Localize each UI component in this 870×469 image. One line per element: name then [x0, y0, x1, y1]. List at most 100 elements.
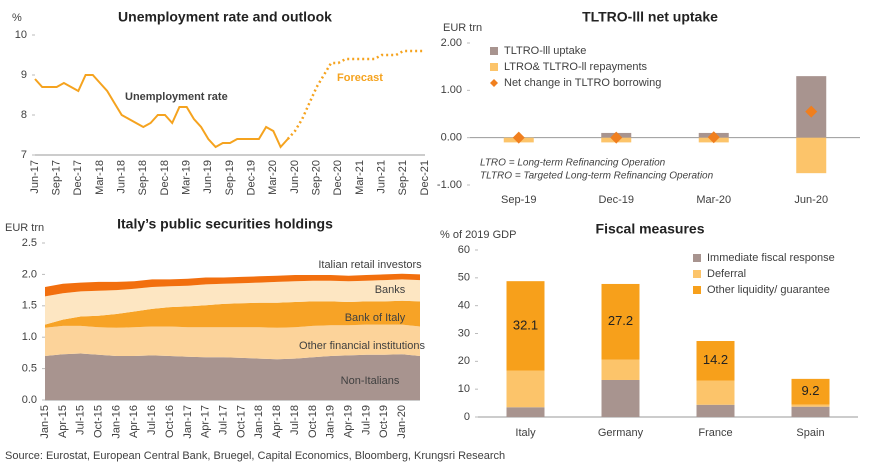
bar	[796, 137, 827, 174]
x-tick-label: Jun-19	[202, 160, 214, 194]
x-tick-label: Jun-21	[376, 160, 388, 194]
diamond-marker	[610, 131, 623, 144]
x-tick-label: Oct-18	[307, 405, 319, 438]
x-tick-label: Sep-18	[137, 160, 149, 195]
legend-swatch	[693, 286, 701, 294]
legend-swatch	[693, 270, 701, 278]
area-series	[45, 279, 420, 325]
x-tick-label: Jul-15	[75, 405, 87, 435]
bar	[601, 379, 640, 417]
series-label: Forecast	[337, 72, 383, 84]
legend-swatch	[490, 63, 498, 71]
bar	[791, 378, 830, 405]
bar	[506, 370, 545, 408]
data-label: 27.2	[608, 313, 633, 328]
line-series	[34, 74, 289, 149]
x-tick-label: Jan-17	[182, 405, 194, 439]
x-tick-label: Oct-15	[92, 405, 104, 438]
area-series	[45, 324, 420, 360]
x-tick-label: Jul-17	[217, 405, 229, 435]
y-tick-label: 2.0	[22, 268, 37, 280]
x-tick-label: Jul-18	[289, 405, 301, 435]
y-tick-label: 0.0	[22, 394, 37, 406]
bar	[506, 407, 545, 417]
area-series	[45, 273, 420, 297]
y-tick-label: 10	[15, 29, 27, 41]
x-tick-label: Apr-16	[128, 405, 140, 438]
y-tick-label: 60	[458, 244, 470, 256]
bar	[696, 404, 735, 417]
x-tick-label: Germany	[598, 427, 644, 439]
x-tick-label: Mar-20	[696, 194, 731, 206]
chart-title: Unemployment rate and outlook	[118, 9, 332, 25]
y-tick-label: 2.5	[22, 237, 37, 249]
x-tick-label: Sep-19	[224, 160, 236, 195]
line-series	[286, 49, 425, 140]
x-tick-label: Jul-19	[360, 405, 372, 435]
x-tick-label: Jun-17	[29, 160, 41, 194]
x-tick-label: Mar-21	[354, 160, 366, 195]
x-tick-label: France	[698, 427, 732, 439]
x-tick-label: Jan-15	[39, 405, 51, 439]
x-tick-label: Mar-19	[181, 160, 193, 195]
x-tick-label: Jun-20	[794, 194, 828, 206]
y-tick-label: 7	[21, 149, 27, 161]
x-tick-label: Apr-18	[271, 405, 283, 438]
y-tick-label: -1.00	[437, 179, 462, 191]
x-tick-label: Sep-21	[397, 160, 409, 195]
y-axis-label: %	[12, 12, 22, 24]
x-tick-label: Italy	[515, 427, 536, 439]
x-tick-label: Mar-20	[267, 160, 279, 195]
legend-label: Deferral	[707, 268, 746, 280]
x-tick-label: Jun-20	[289, 160, 301, 194]
bar	[791, 406, 830, 417]
x-tick-label: Jan-20	[396, 405, 408, 439]
y-tick-label: 0	[464, 411, 470, 423]
y-axis-label: % of 2019 GDP	[440, 229, 516, 241]
legend-label: TLTRO-lll uptake	[504, 45, 586, 57]
legend-label: Net change in TLTRO borrowing	[504, 77, 661, 89]
x-tick-label: Dec-20	[332, 160, 344, 195]
y-tick-label: 2.00	[441, 37, 462, 49]
series-label: Italian retail investors	[318, 259, 422, 271]
note: LTRO = Long-term Refinancing Operation	[480, 158, 666, 169]
x-tick-label: Jan-18	[253, 405, 265, 439]
series-label: Other financial institutions	[299, 340, 425, 352]
note: TLTRO = Targeted Long-term Refinancing O…	[480, 171, 714, 182]
source-note: Source: Eurostat, European Central Bank,…	[5, 450, 505, 462]
x-tick-label: Sep-17	[51, 160, 63, 195]
x-tick-label: Dec-21	[419, 160, 431, 195]
data-label: 14.2	[703, 352, 728, 367]
y-tick-label: 30	[458, 327, 470, 339]
y-axis-label: EUR trn	[5, 222, 44, 234]
y-tick-label: 0.00	[441, 132, 462, 144]
bar	[601, 283, 640, 360]
series-label: Bank of Italy	[345, 312, 406, 324]
legend-label: Other liquidity/ guarantee	[707, 284, 830, 296]
chart-title: TLTRO-lll net uptake	[582, 9, 718, 25]
x-tick-label: Dec-17	[72, 160, 84, 195]
legend-swatch	[693, 254, 701, 262]
series-label: Non-Italians	[341, 375, 400, 387]
bar	[601, 359, 640, 380]
x-tick-label: Apr-17	[200, 405, 212, 438]
x-tick-label: Jun-18	[116, 160, 128, 194]
y-tick-label: 9	[21, 69, 27, 81]
x-tick-label: Oct-17	[235, 405, 247, 438]
data-label: 32.1	[513, 317, 538, 332]
legend-swatch	[490, 79, 498, 87]
bar	[791, 404, 830, 407]
y-tick-label: 1.5	[22, 300, 37, 312]
data-label: 9.2	[801, 383, 819, 398]
y-tick-label: 40	[458, 300, 470, 312]
x-tick-label: Apr-15	[57, 405, 69, 438]
x-tick-label: Apr-19	[342, 405, 354, 438]
y-tick-label: 0.5	[22, 363, 37, 375]
y-axis-label: EUR trn	[443, 22, 482, 34]
y-tick-label: 20	[458, 355, 470, 367]
diamond-marker	[512, 131, 525, 144]
x-tick-label: Jul-16	[146, 405, 158, 435]
x-tick-label: Jan-19	[325, 405, 337, 439]
legend-label: Immediate fiscal response	[707, 252, 835, 264]
x-tick-label: Sep-20	[311, 160, 323, 195]
